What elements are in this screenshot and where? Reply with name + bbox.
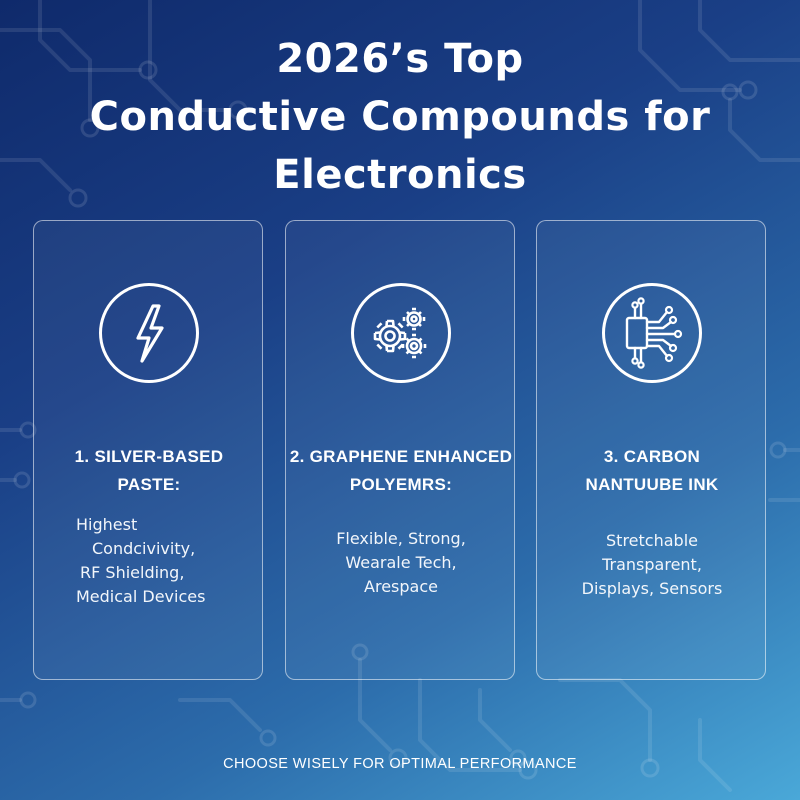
card-description: Flexible, Strong, Wearale Tech, Arespace — [286, 527, 516, 599]
card-text-line: Flexible, Strong, — [336, 529, 466, 548]
circuit-chip-icon — [602, 283, 702, 383]
title-line-2: Conductive Compounds for — [89, 94, 711, 140]
card-title-line: NANTUUBE INK — [585, 475, 719, 494]
title-line-3: Electronics — [273, 152, 527, 198]
card-text-line: RF Shielding, — [80, 563, 185, 582]
card-text-line: Medical Devices — [76, 587, 206, 606]
card-text-line: Highest — [76, 515, 138, 534]
card-description: Highest Condcivivity, RF Shielding, Medi… — [34, 513, 264, 609]
footer-tagline: CHOOSE WISELY FOR OPTIMAL PERFORMANCE — [223, 756, 577, 772]
compound-card-carbon-nanotube: 3. CARBON NANTUUBE INK Stretchable Trans… — [536, 220, 766, 680]
card-title: 3. CARBON NANTUUBE INK — [537, 443, 767, 499]
page-title: 2026’s Top Conductive Compounds for Elec… — [0, 30, 800, 204]
title-line-1: 2026’s Top — [276, 36, 524, 82]
card-text-line: Arespace — [364, 577, 438, 596]
card-text-line: Condcivivity, — [92, 539, 196, 558]
card-text-line: Transparent, — [602, 555, 702, 574]
card-title-line: 1. SILVER-BASED — [74, 447, 224, 466]
gears-icon — [351, 283, 451, 383]
card-title-line: 2. GRAPHENE ENHANCED — [289, 447, 513, 466]
card-title: 2. GRAPHENE ENHANCED POLYEMRS: — [286, 443, 516, 499]
lightning-bolt-icon — [99, 283, 199, 383]
card-text-line: Displays, Sensors — [581, 579, 723, 598]
card-description: Stretchable Transparent, Displays, Senso… — [537, 529, 767, 601]
card-title: 1. SILVER-BASED PASTE: — [34, 443, 264, 499]
compound-card-graphene: 2. GRAPHENE ENHANCED POLYEMRS: Flexible,… — [285, 220, 515, 680]
card-title-line: 3. CARBON — [603, 447, 701, 466]
compound-card-silver: 1. SILVER-BASED PASTE: Highest Condciviv… — [33, 220, 263, 680]
card-title-line: POLYEMRS: — [349, 475, 453, 494]
card-text-line: Stretchable — [606, 531, 698, 550]
card-title-line: PASTE: — [117, 475, 181, 494]
card-text-line: Wearale Tech, — [345, 553, 457, 572]
